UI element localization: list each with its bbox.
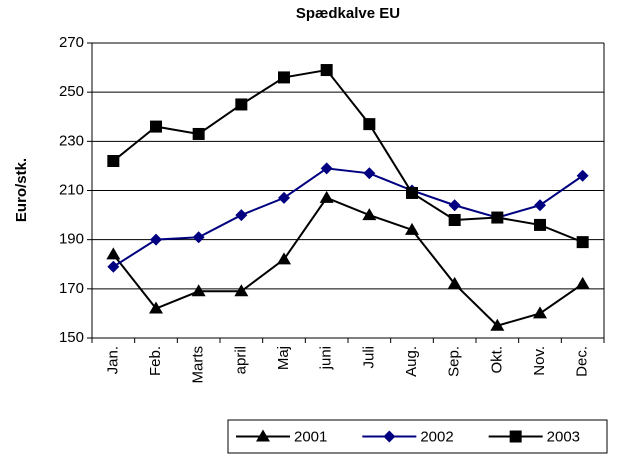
y-tick-label: 170 <box>59 280 84 297</box>
x-tick-label: Jan. <box>104 346 121 374</box>
marker <box>534 218 546 231</box>
marker <box>534 199 546 212</box>
x-tick-label: april <box>232 346 249 374</box>
legend-label: 2002 <box>420 428 453 445</box>
x-tick-label: juni <box>318 346 335 370</box>
marker <box>533 306 547 319</box>
marker <box>405 222 419 235</box>
legend-label: 2001 <box>294 428 327 445</box>
marker <box>383 430 396 443</box>
x-tick-label: Maj <box>275 346 292 370</box>
y-tick-label: 270 <box>59 34 84 51</box>
marker <box>150 233 162 246</box>
marker <box>490 318 505 331</box>
series-line <box>112 196 584 327</box>
x-tick-label: Juli <box>360 346 377 369</box>
marker <box>107 155 120 167</box>
marker <box>149 301 163 314</box>
marker <box>106 247 121 260</box>
marker <box>448 214 461 226</box>
marker <box>107 260 120 273</box>
marker <box>448 199 461 212</box>
marker <box>363 167 376 180</box>
y-tick-label: 230 <box>59 132 84 149</box>
x-tick-label: Dec. <box>574 346 591 377</box>
marker <box>278 71 290 84</box>
y-axis-title: Euro/stk. <box>13 158 30 222</box>
marker <box>362 208 377 221</box>
marker <box>406 186 418 199</box>
marker <box>575 276 590 289</box>
series-line <box>112 68 584 244</box>
marker <box>277 252 291 265</box>
marker <box>363 118 376 131</box>
marker <box>150 120 162 133</box>
x-tick-label: Nov. <box>531 346 548 376</box>
marker <box>234 284 249 297</box>
x-tick-label: Marts <box>190 346 207 384</box>
chart-title: Spædkalve EU <box>296 5 400 22</box>
marker <box>278 191 290 204</box>
marker <box>509 430 522 443</box>
y-tick-label: 190 <box>59 231 84 248</box>
y-tick-label: 150 <box>59 329 84 346</box>
x-tick-label: Feb. <box>147 346 164 376</box>
x-tick-label: Okt. <box>488 346 505 374</box>
marker <box>192 231 205 244</box>
y-tick-label: 210 <box>59 181 84 198</box>
marker <box>491 211 504 224</box>
x-tick-label: Sep. <box>446 346 463 377</box>
marker <box>235 209 248 222</box>
marker <box>256 429 270 442</box>
marker <box>235 98 248 111</box>
marker <box>447 276 462 289</box>
marker <box>192 127 205 140</box>
x-tick-label: Aug. <box>403 346 420 377</box>
marker <box>320 162 333 175</box>
marker <box>319 190 334 203</box>
marker <box>191 284 206 297</box>
marker <box>576 236 589 249</box>
series-line <box>112 167 584 268</box>
y-tick-label: 250 <box>59 83 84 100</box>
marker <box>320 64 333 77</box>
legend-box <box>227 419 608 454</box>
marker <box>576 169 589 182</box>
legend-label: 2003 <box>547 428 580 445</box>
